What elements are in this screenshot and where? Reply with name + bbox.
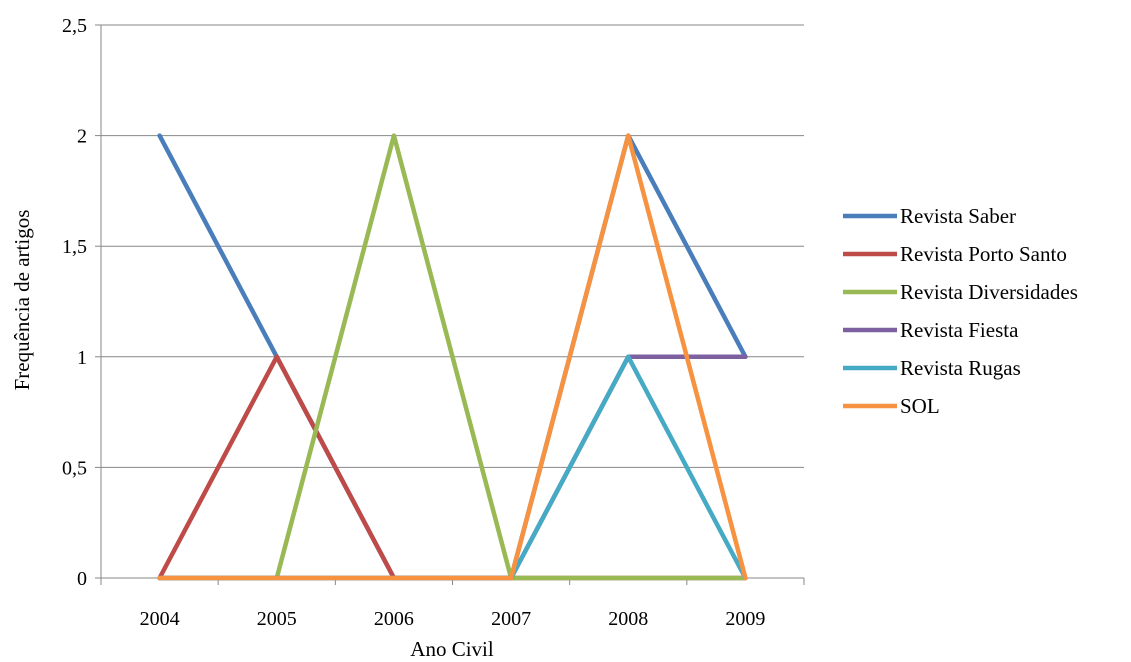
y-tick-label: 1 (77, 347, 87, 369)
x-tick-labels: 2004 2005 2006 2007 2008 2009 (140, 608, 766, 630)
legend: Revista Saber Revista Porto Santo Revista … (843, 204, 1078, 418)
y-tick-label: 2 (77, 126, 87, 148)
x-tick-label: 2007 (491, 608, 531, 630)
y-tick-label: 2,5 (62, 15, 87, 37)
x-tick-label: 2006 (374, 608, 414, 630)
legend-entry: Revista Diversidades (900, 280, 1078, 304)
series-line-6 (157, 133, 748, 581)
x-tick-label: 2005 (257, 608, 297, 630)
legend-entry: Revista Fiesta (900, 318, 1019, 342)
x-tick-label: 2009 (725, 608, 765, 630)
x-tick-label: 2008 (608, 608, 648, 630)
y-axis-label: Frequência de artigos (10, 210, 34, 391)
legend-entry: Revista Saber (900, 204, 1016, 228)
legend-entry: Revista Rugas (900, 356, 1021, 380)
x-tick-label: 2004 (140, 608, 180, 630)
x-axis-label: Ano Civil (410, 637, 494, 661)
legend-entry: SOL (900, 394, 940, 418)
legend-entry: Revista Porto Santo (900, 242, 1067, 266)
series-lines (157, 133, 748, 581)
y-tick-labels: 0 0,5 1 1,5 2 2,5 (62, 15, 87, 590)
y-tick-label: 1,5 (62, 236, 87, 258)
y-tick-label: 0,5 (62, 457, 87, 479)
y-tick-label: 0 (77, 568, 87, 590)
